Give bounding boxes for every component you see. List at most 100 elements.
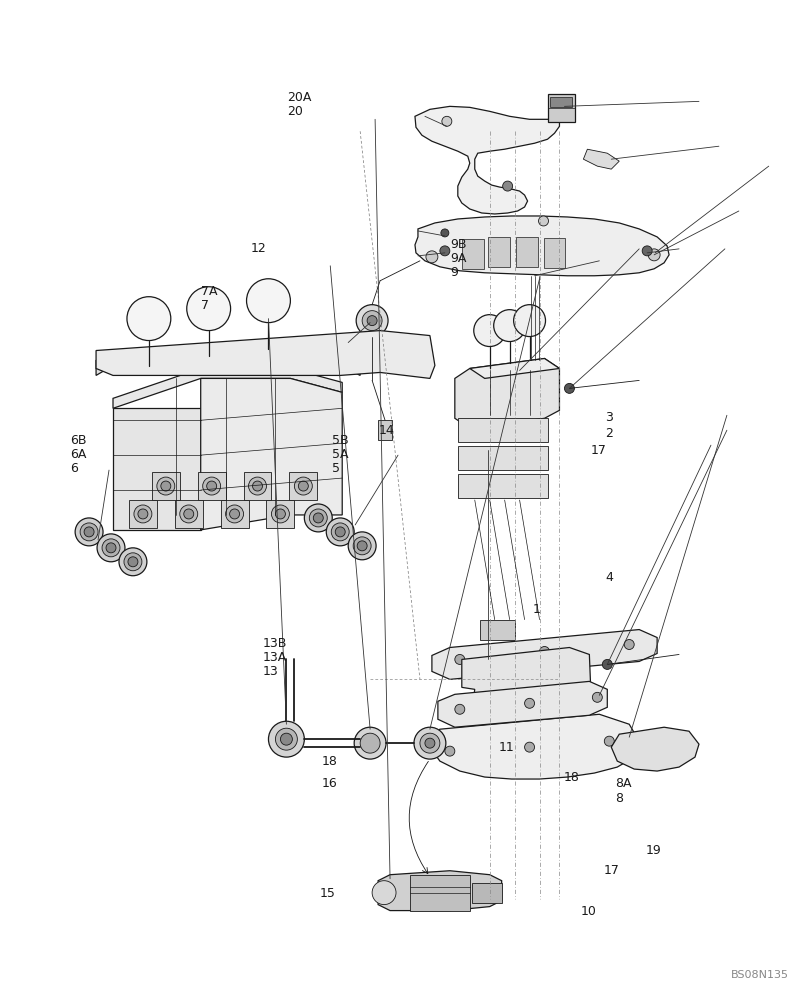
Text: 18: 18 <box>322 755 338 768</box>
Circle shape <box>524 742 535 752</box>
Circle shape <box>276 728 297 750</box>
Polygon shape <box>516 237 537 267</box>
Polygon shape <box>415 216 669 276</box>
Polygon shape <box>129 500 157 528</box>
Polygon shape <box>432 630 657 679</box>
Text: 5: 5 <box>331 462 339 475</box>
Circle shape <box>367 316 377 326</box>
Polygon shape <box>113 408 200 530</box>
Polygon shape <box>548 94 575 122</box>
Circle shape <box>246 279 290 323</box>
Circle shape <box>183 509 194 519</box>
Text: 5B: 5B <box>331 434 348 447</box>
Polygon shape <box>113 368 343 408</box>
Circle shape <box>360 733 380 753</box>
Polygon shape <box>200 378 343 530</box>
Circle shape <box>268 721 305 757</box>
Circle shape <box>455 704 465 714</box>
Polygon shape <box>462 647 591 737</box>
Circle shape <box>565 383 574 393</box>
Text: 13: 13 <box>263 665 279 678</box>
Circle shape <box>524 698 535 708</box>
Circle shape <box>473 315 506 347</box>
Text: 6B: 6B <box>69 434 86 447</box>
Circle shape <box>294 477 313 495</box>
Text: 10: 10 <box>581 905 597 918</box>
Polygon shape <box>469 358 559 378</box>
Circle shape <box>441 229 449 237</box>
Text: 9B: 9B <box>451 238 467 251</box>
Text: 4: 4 <box>605 571 613 584</box>
Circle shape <box>414 727 446 759</box>
Text: 7: 7 <box>201 299 209 312</box>
Text: 20A: 20A <box>287 91 312 104</box>
Circle shape <box>354 727 386 759</box>
Circle shape <box>642 246 652 256</box>
Polygon shape <box>544 238 566 268</box>
Polygon shape <box>480 620 515 640</box>
Polygon shape <box>438 681 608 727</box>
Polygon shape <box>378 871 502 911</box>
Circle shape <box>128 557 138 567</box>
Circle shape <box>134 505 152 523</box>
Circle shape <box>442 116 452 126</box>
Circle shape <box>276 509 285 519</box>
Polygon shape <box>462 239 484 269</box>
Circle shape <box>514 305 545 337</box>
Text: 13B: 13B <box>263 637 288 650</box>
Circle shape <box>357 541 367 551</box>
Text: 15: 15 <box>319 887 335 900</box>
Circle shape <box>592 692 602 702</box>
Circle shape <box>127 297 170 341</box>
Text: 7A: 7A <box>201 285 217 298</box>
Text: 13A: 13A <box>263 651 288 664</box>
Circle shape <box>494 310 525 342</box>
Circle shape <box>298 481 309 491</box>
Text: 8A: 8A <box>615 777 632 790</box>
Polygon shape <box>410 875 469 911</box>
Text: 17: 17 <box>591 444 607 457</box>
Polygon shape <box>289 472 318 500</box>
Text: 12: 12 <box>251 242 267 255</box>
Text: 6A: 6A <box>69 448 86 461</box>
Circle shape <box>161 481 170 491</box>
Circle shape <box>420 733 440 753</box>
Circle shape <box>372 881 396 905</box>
Polygon shape <box>458 474 548 498</box>
Polygon shape <box>430 714 639 779</box>
Circle shape <box>335 527 345 537</box>
Text: 18: 18 <box>563 771 579 784</box>
Text: 16: 16 <box>322 777 338 790</box>
Circle shape <box>124 553 142 571</box>
Text: 2: 2 <box>605 427 613 440</box>
Circle shape <box>179 505 198 523</box>
Polygon shape <box>152 472 179 500</box>
Circle shape <box>229 509 239 519</box>
Text: 11: 11 <box>499 741 515 754</box>
Text: 8: 8 <box>615 792 623 805</box>
Polygon shape <box>175 500 203 528</box>
Circle shape <box>440 246 450 256</box>
Polygon shape <box>96 331 435 378</box>
Text: 5A: 5A <box>331 448 348 461</box>
Circle shape <box>271 505 289 523</box>
Polygon shape <box>415 106 559 214</box>
Circle shape <box>75 518 103 546</box>
Polygon shape <box>198 472 225 500</box>
Circle shape <box>625 640 634 649</box>
Circle shape <box>102 539 120 557</box>
Polygon shape <box>612 727 699 771</box>
Circle shape <box>356 305 388 337</box>
Polygon shape <box>458 446 548 470</box>
Circle shape <box>280 733 292 745</box>
Circle shape <box>119 548 147 576</box>
Circle shape <box>309 509 327 527</box>
Circle shape <box>80 523 98 541</box>
Polygon shape <box>455 358 559 428</box>
Polygon shape <box>243 472 271 500</box>
Circle shape <box>455 654 465 664</box>
Text: 6: 6 <box>69 462 78 475</box>
Text: 3: 3 <box>605 411 613 424</box>
Circle shape <box>353 537 371 555</box>
Text: 9A: 9A <box>451 252 467 265</box>
